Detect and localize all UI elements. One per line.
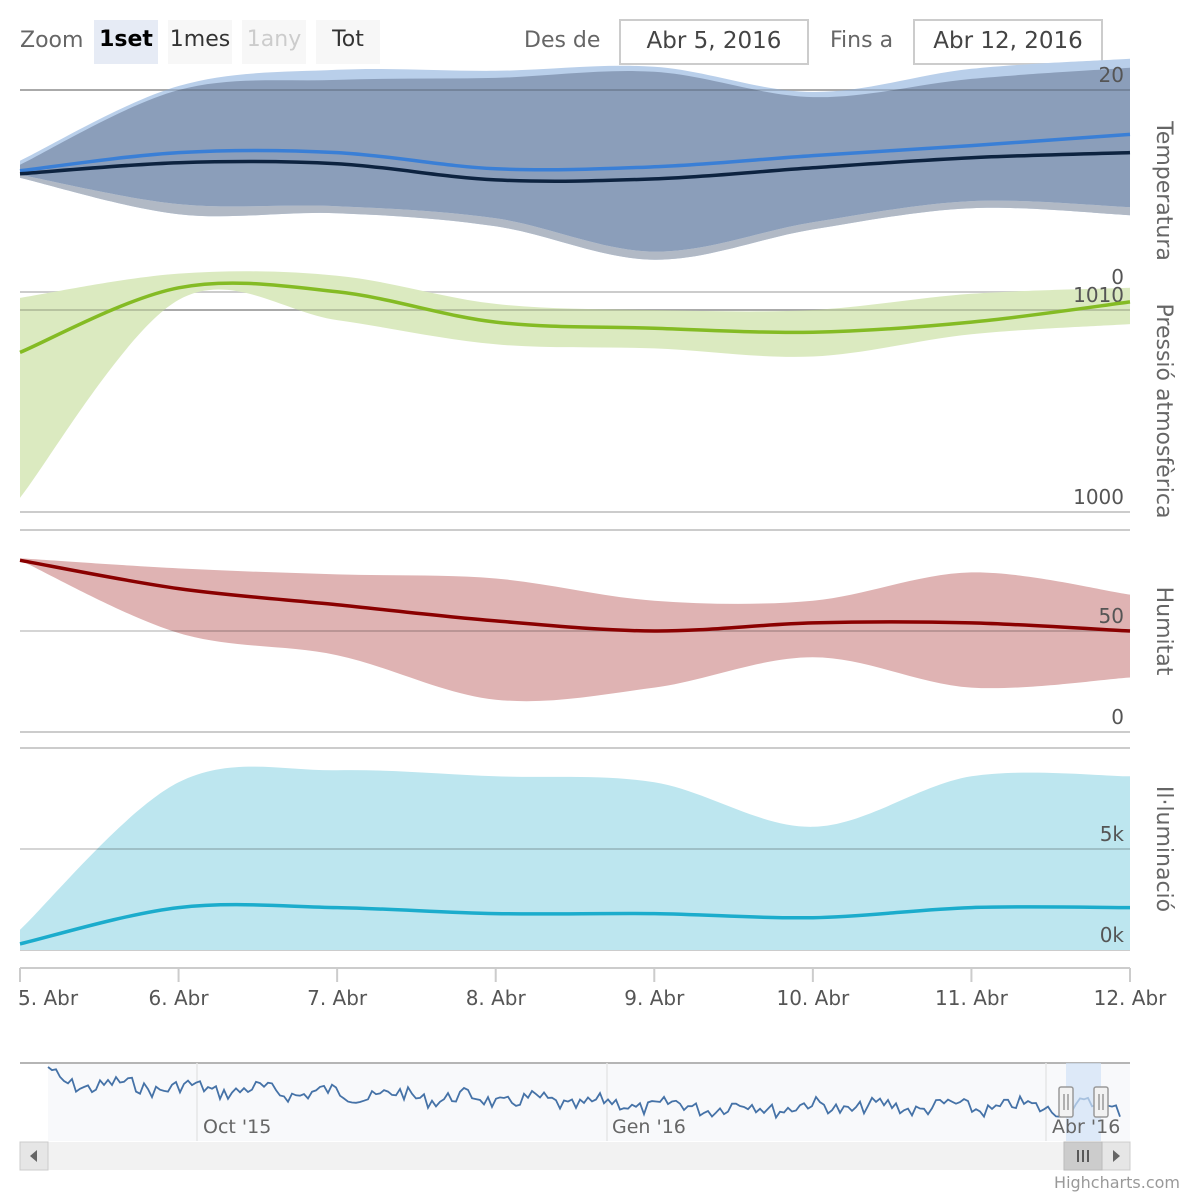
- pressure-axis-title: Pressió atmosfèrica: [1151, 304, 1176, 519]
- illumination-pane: 0k 5k Il·luminació: [19, 747, 1176, 951]
- from-date-input[interactable]: Abr 5, 2016: [619, 19, 809, 65]
- x-axis-tick-label: 7. Abr: [307, 986, 368, 1010]
- temperature-pane: 0 20 Temperatura: [19, 58, 1176, 293]
- humidity-pane: 0 50 Humitat: [19, 529, 1176, 733]
- illumination-tick-label: 0k: [1100, 923, 1125, 947]
- zoom-1set-button[interactable]: 1set: [94, 20, 158, 64]
- to-date-label: Fins a: [830, 28, 894, 53]
- temperature-range-inner-band: [20, 67, 1130, 252]
- scrollbar-left-arrow-icon: [30, 1150, 37, 1162]
- navigator-series-line: [47, 1066, 1121, 1120]
- x-axis-tick-label: 11. Abr: [935, 986, 1009, 1010]
- navigator-tick-label: Abr '16: [1052, 1116, 1120, 1138]
- navigator-background: [48, 1063, 1130, 1141]
- x-axis-tick-label: 8. Abr: [466, 986, 527, 1010]
- illumination-range-band: [20, 766, 1130, 950]
- pressure-tick-label: 1000: [1073, 485, 1124, 509]
- illumination-line-series: [19, 902, 1131, 946]
- temperature-range-min-band: [20, 174, 1130, 260]
- to-date-input[interactable]: Abr 12, 2016: [913, 19, 1103, 65]
- scrollbar-right-arrow-icon: [1113, 1150, 1120, 1162]
- x-axis-tick-label: 6. Abr: [149, 986, 210, 1010]
- temperature-tick-label: 20: [1099, 63, 1124, 87]
- navigator-right-handle[interactable]: [1093, 1086, 1109, 1118]
- pressure-range-band: [20, 271, 1130, 498]
- illumination-tick-label: 5k: [1100, 822, 1125, 846]
- zoom-label: Zoom: [20, 28, 84, 53]
- x-axis-tick-label: 10. Abr: [776, 986, 850, 1010]
- humidity-tick-label: 50: [1099, 604, 1124, 628]
- pressure-line-series: [19, 281, 1131, 355]
- humidity-tick-label: 0: [1111, 705, 1124, 729]
- zoom-1any-button: 1any: [242, 20, 306, 64]
- x-axis-tick-label: 9. Abr: [624, 986, 685, 1010]
- zoom-1mes-button[interactable]: 1mes: [168, 20, 232, 64]
- scrollbar-track[interactable]: [20, 1142, 1130, 1170]
- navigator-handle-body[interactable]: [1058, 1086, 1074, 1118]
- navigator-tick-label: Oct '15: [203, 1116, 271, 1138]
- humidity-axis-title: Humitat: [1151, 587, 1176, 676]
- humidity-range-band: [20, 558, 1130, 702]
- zoom-tot-button[interactable]: Tot: [316, 20, 380, 64]
- x-axis-tick-label: 5. Abr: [18, 986, 79, 1010]
- humidity-line-series: [19, 558, 1131, 633]
- credits-link[interactable]: Highcharts.com: [1054, 1173, 1180, 1192]
- from-date-label: Des de: [524, 28, 601, 53]
- temperature-tick-label: 0: [1111, 265, 1124, 289]
- navigator-tick-label: Gen '16: [612, 1116, 686, 1138]
- temperature-line-upper-series: [19, 132, 1131, 173]
- x-axis-tick-label: 12. Abr: [1094, 986, 1168, 1010]
- temperature-line-lower-series: [19, 150, 1131, 183]
- navigator-left-handle[interactable]: [1058, 1086, 1074, 1118]
- temperature-axis-title: Temperatura: [1151, 120, 1176, 261]
- navigator-handle-body[interactable]: [1093, 1086, 1109, 1118]
- illumination-axis-title: Il·luminació: [1151, 786, 1176, 912]
